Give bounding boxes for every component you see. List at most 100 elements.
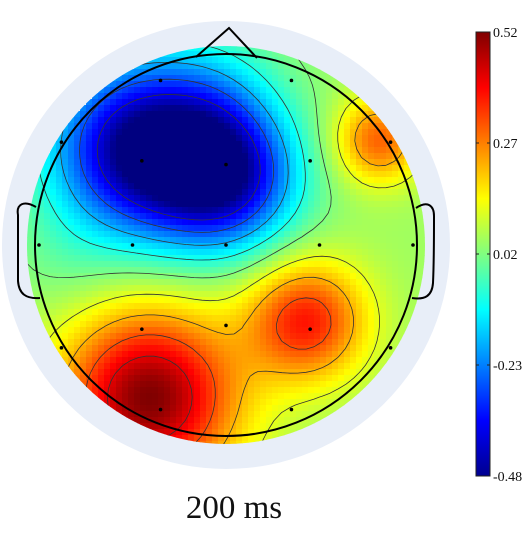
heatmap-cell [188,75,195,82]
heatmap-cell [194,399,201,406]
heatmap-cell [272,387,279,394]
heatmap-cell [116,285,123,292]
heatmap-cell [56,141,63,148]
heatmap-cell [278,399,285,406]
heatmap-cell [74,357,81,364]
heatmap-cell [242,357,249,364]
heatmap-cell [182,333,189,340]
heatmap-cell [80,279,87,286]
heatmap-cell [122,231,129,238]
heatmap-cell [188,237,195,244]
heatmap-cell [212,105,219,112]
heatmap-cell [164,165,171,172]
heatmap-cell [110,327,117,334]
heatmap-cell [236,255,243,262]
heatmap-cell [248,279,255,286]
heatmap-cell [356,165,363,172]
heatmap-cell [86,297,93,304]
heatmap-cell [68,123,75,130]
heatmap-cell [254,93,261,100]
heatmap-cell [230,81,237,88]
heatmap-cell [242,105,249,112]
heatmap-cell [302,141,309,148]
heatmap-cell [44,273,51,280]
heatmap-cell [98,285,105,292]
heatmap-cell [98,255,105,262]
heatmap-cell [344,243,351,250]
heatmap-cell [350,171,357,178]
heatmap-cell [320,255,327,262]
heatmap-cell [140,105,147,112]
heatmap-cell [146,345,153,352]
heatmap-cell [344,237,351,244]
heatmap-cell [278,69,285,76]
heatmap-cell [272,147,279,154]
heatmap-cell [170,423,177,430]
heatmap-cell [62,165,69,172]
heatmap-cell [218,141,225,148]
heatmap-cell [116,267,123,274]
heatmap-cell [194,303,201,310]
heatmap-cell [122,357,129,364]
heatmap-cell [182,189,189,196]
heatmap-cell [248,309,255,316]
heatmap-cell [338,267,345,274]
heatmap-cell [392,159,399,166]
heatmap-cell [284,297,291,304]
heatmap-cell [188,153,195,160]
heatmap-cell [380,261,387,268]
heatmap-cell [332,147,339,154]
heatmap-cell [308,243,315,250]
heatmap-cell [260,357,267,364]
heatmap-cell [218,153,225,160]
heatmap-cell [140,189,147,196]
heatmap-cell [92,369,99,376]
heatmap-cell [194,237,201,244]
heatmap-cell [188,381,195,388]
heatmap-cell [200,111,207,118]
heatmap-cell [212,195,219,202]
heatmap-cell [254,57,261,64]
heatmap-cell [398,243,405,250]
heatmap-cell [404,189,411,196]
heatmap-cell [140,159,147,166]
heatmap-cell [410,225,417,232]
heatmap-cell [332,327,339,334]
heatmap-cell [332,183,339,190]
heatmap-cell [182,381,189,388]
heatmap-cell [296,399,303,406]
heatmap-cell [398,273,405,280]
heatmap-cell [164,237,171,244]
heatmap-cell [104,345,111,352]
nose-outline [195,26,258,59]
heatmap-cell [110,339,117,346]
heatmap-cell [260,111,267,118]
heatmap-cell [194,87,201,94]
heatmap-cell [140,231,147,238]
heatmap-cell [242,93,249,100]
heatmap-cell [308,93,315,100]
heatmap-cell [260,411,267,418]
colorbar-tick-label: 0.27 [493,137,518,152]
heatmap-cell [326,243,333,250]
heatmap-cell [140,99,147,106]
heatmap-cell [182,171,189,178]
heatmap-cell [224,279,231,286]
heatmap-cell [62,357,69,364]
heatmap-cell [248,189,255,196]
heatmap-cell [266,183,273,190]
heatmap-cell [68,183,75,190]
heatmap-cell [272,351,279,358]
heatmap-cell [218,237,225,244]
heatmap-cell [368,135,375,142]
heatmap-cell [236,189,243,196]
heatmap-cell [290,393,297,400]
heatmap-cell [206,57,213,64]
heatmap-cell [236,423,243,430]
heatmap-cell [290,219,297,226]
heatmap-cell [272,129,279,136]
heatmap-cell [332,177,339,184]
heatmap-cell [194,207,201,214]
heatmap-cell [206,63,213,70]
heatmap-cell [152,153,159,160]
